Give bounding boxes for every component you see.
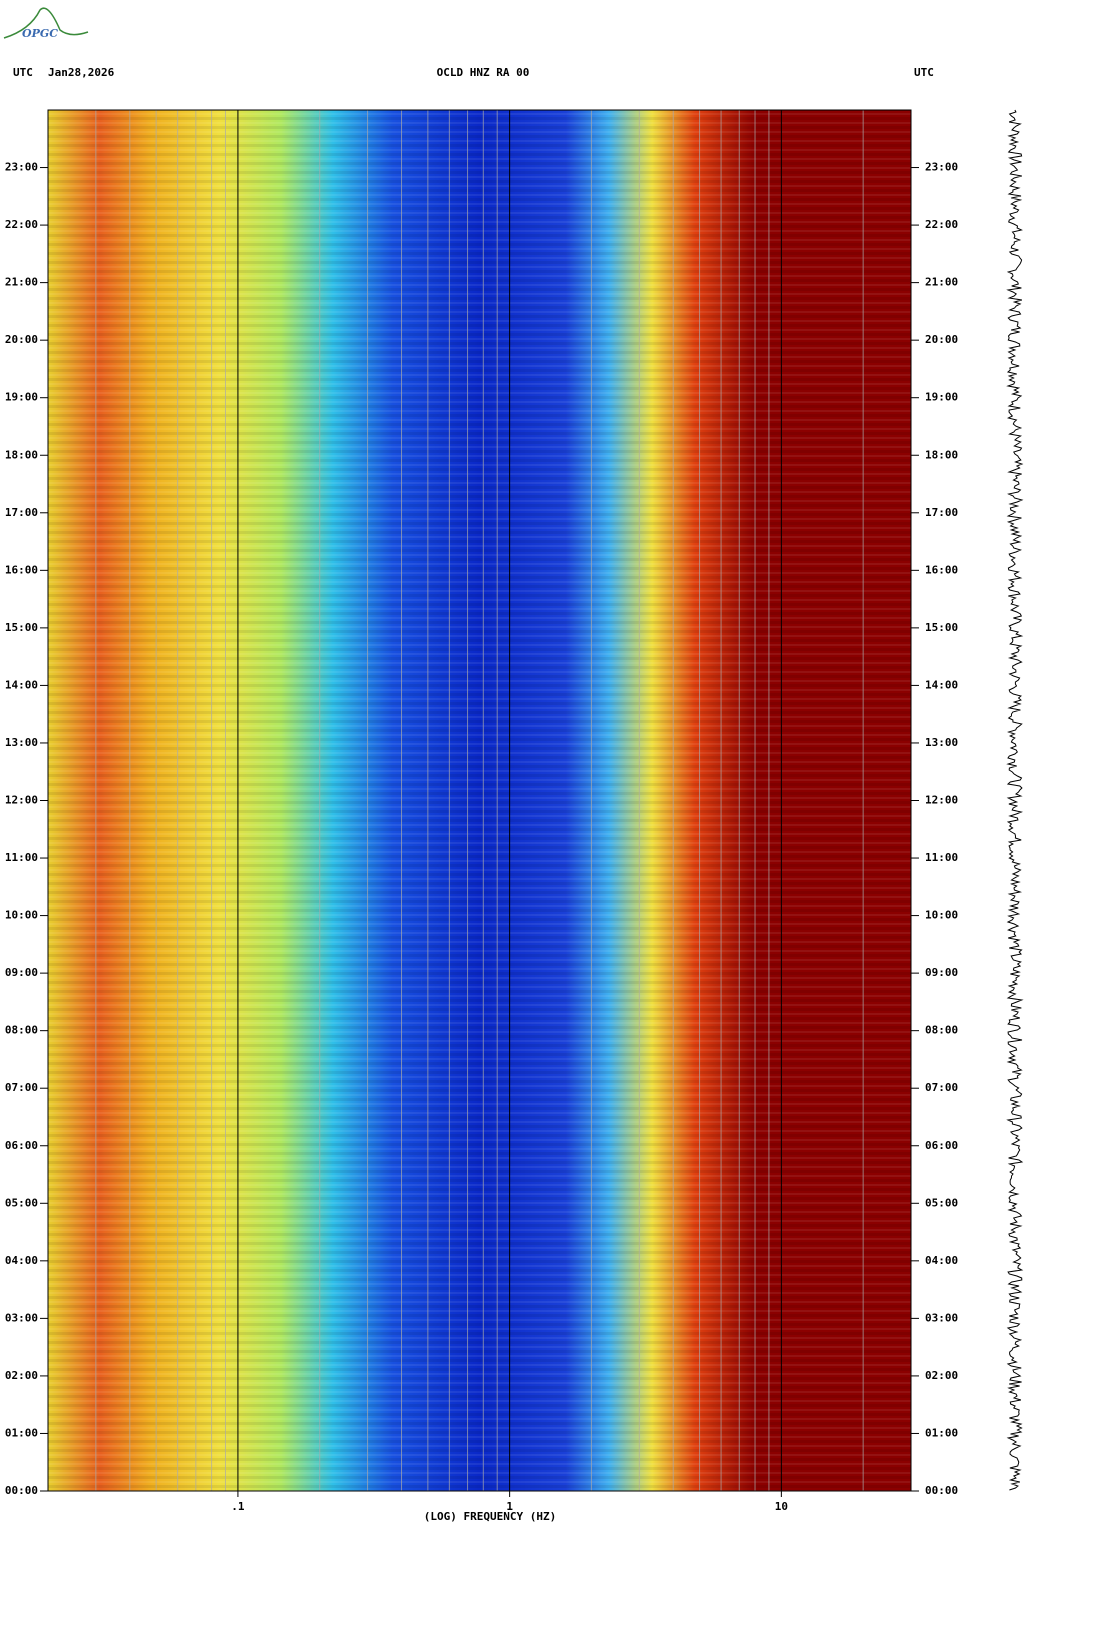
chart-title: OCLD HNZ RA 00 bbox=[437, 66, 530, 79]
y-tick-label: 13:00 bbox=[5, 736, 38, 749]
y-tick-label-right: 03:00 bbox=[925, 1311, 958, 1324]
y-tick-label: 18:00 bbox=[5, 448, 38, 461]
y-tick-label-right: 10:00 bbox=[925, 909, 958, 922]
y-tick-label-right: 20:00 bbox=[925, 333, 958, 346]
y-tick-label-right: 00:00 bbox=[925, 1484, 958, 1497]
timezone-right: UTC bbox=[914, 66, 934, 79]
x-tick-label: 1 bbox=[506, 1500, 513, 1513]
x-axis-label: (LOG) FREQUENCY (HZ) bbox=[424, 1510, 556, 1523]
y-tick-label-right: 07:00 bbox=[925, 1081, 958, 1094]
y-tick-label: 10:00 bbox=[5, 909, 38, 922]
logo: OPGC bbox=[3, 7, 89, 40]
y-tick-label-right: 04:00 bbox=[925, 1254, 958, 1267]
seismogram-trace bbox=[1006, 109, 1024, 1491]
y-tick-label-right: 18:00 bbox=[925, 448, 958, 461]
y-tick-label: 00:00 bbox=[5, 1484, 38, 1497]
logo-text: OPGC bbox=[22, 27, 58, 40]
timezone-left: UTC bbox=[13, 66, 33, 79]
y-tick-label: 07:00 bbox=[5, 1081, 38, 1094]
y-tick-label-right: 15:00 bbox=[925, 621, 958, 634]
x-tick-label: .1 bbox=[231, 1500, 245, 1513]
y-tick-label: 19:00 bbox=[5, 391, 38, 404]
y-tick-label-right: 23:00 bbox=[925, 161, 958, 174]
y-tick-label-right: 01:00 bbox=[925, 1426, 958, 1439]
spectrogram-texture bbox=[48, 110, 911, 1491]
y-tick-label: 06:00 bbox=[5, 1139, 38, 1152]
y-tick-label: 16:00 bbox=[5, 563, 38, 576]
y-tick-label: 17:00 bbox=[5, 506, 38, 519]
date: Jan28,2026 bbox=[48, 66, 115, 79]
y-tick-label: 01:00 bbox=[5, 1426, 38, 1439]
y-tick-label: 02:00 bbox=[5, 1369, 38, 1382]
y-tick-label: 04:00 bbox=[5, 1254, 38, 1267]
y-tick-label: 12:00 bbox=[5, 794, 38, 807]
y-tick-label-right: 11:00 bbox=[925, 851, 958, 864]
y-tick-label: 23:00 bbox=[5, 161, 38, 174]
y-tick-label-right: 22:00 bbox=[925, 218, 958, 231]
y-tick-label-right: 08:00 bbox=[925, 1024, 958, 1037]
y-tick-label-right: 21:00 bbox=[925, 276, 958, 289]
y-tick-label: 09:00 bbox=[5, 966, 38, 979]
y-tick-label-right: 19:00 bbox=[925, 391, 958, 404]
y-tick-label-right: 09:00 bbox=[925, 966, 958, 979]
y-tick-label: 21:00 bbox=[5, 276, 38, 289]
y-tick-label-right: 14:00 bbox=[925, 678, 958, 691]
y-tick-label: 11:00 bbox=[5, 851, 38, 864]
y-tick-label-right: 02:00 bbox=[925, 1369, 958, 1382]
plot-frame bbox=[47, 109, 912, 1492]
y-tick-label-right: 13:00 bbox=[925, 736, 958, 749]
y-tick-label-right: 16:00 bbox=[925, 563, 958, 576]
y-tick-label-right: 17:00 bbox=[925, 506, 958, 519]
y-tick-label: 22:00 bbox=[5, 218, 38, 231]
y-tick-label: 08:00 bbox=[5, 1024, 38, 1037]
y-tick-label: 20:00 bbox=[5, 333, 38, 346]
x-tick-label: 10 bbox=[775, 1500, 788, 1513]
y-tick-label: 03:00 bbox=[5, 1311, 38, 1324]
y-tick-label: 15:00 bbox=[5, 621, 38, 634]
y-tick-label-right: 05:00 bbox=[925, 1196, 958, 1209]
y-tick-label: 14:00 bbox=[5, 678, 38, 691]
y-tick-label: 05:00 bbox=[5, 1196, 38, 1209]
y-tick-label-right: 06:00 bbox=[925, 1139, 958, 1152]
y-tick-label-right: 12:00 bbox=[925, 794, 958, 807]
